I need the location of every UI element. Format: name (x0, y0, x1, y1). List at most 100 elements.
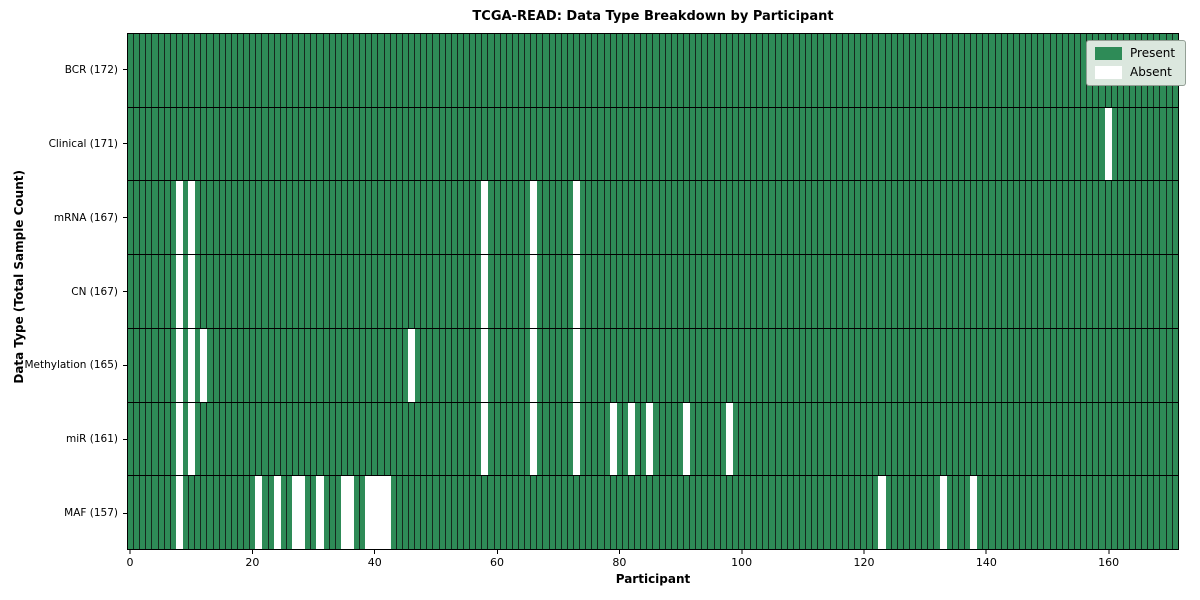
heatmap-cell (360, 181, 367, 255)
heatmap-cell (903, 34, 910, 107)
heatmap-cell (580, 107, 587, 181)
heatmap-cell (738, 476, 746, 550)
heatmap-cell (409, 181, 416, 255)
heatmap-cell (256, 328, 263, 402)
heatmap-cell (757, 402, 764, 476)
heatmap-cell (396, 34, 403, 107)
heatmap-cell (934, 328, 941, 402)
heatmap-cell (317, 34, 324, 107)
heatmap-cell (494, 476, 501, 550)
heatmap-cell (977, 402, 984, 476)
heatmap-cell (366, 107, 373, 181)
heatmap-cell (934, 255, 941, 328)
heatmap-cell (946, 328, 953, 402)
heatmap-cell (500, 328, 507, 402)
heatmap-cell (543, 255, 550, 328)
heatmap-cell (335, 328, 342, 402)
heatmap-cell (946, 476, 953, 550)
heatmap-cell (1129, 328, 1137, 402)
heatmap-cell (580, 255, 587, 328)
heatmap-cell (622, 107, 629, 181)
heatmap-cell (286, 328, 293, 402)
heatmap-cell (519, 181, 526, 255)
heatmap-cell (836, 402, 843, 476)
heatmap-cell (916, 107, 923, 181)
heatmap-cell (702, 476, 709, 550)
heatmap-cell (610, 402, 617, 476)
heatmap-cell (1154, 328, 1161, 402)
heatmap-cell (1007, 181, 1014, 255)
heatmap-cell (610, 107, 617, 181)
heatmap-cell (983, 476, 990, 550)
heatmap-cell (512, 107, 519, 181)
heatmap-cell (537, 328, 544, 402)
heatmap-cell (910, 107, 917, 181)
heatmap-cell (299, 402, 306, 476)
heatmap-cell (561, 402, 568, 476)
heatmap-cell (971, 107, 978, 181)
heatmap-cell (995, 476, 1002, 550)
heatmap-cell (372, 107, 379, 181)
heatmap-cell (525, 402, 532, 476)
heatmap-cell (1074, 181, 1082, 255)
heatmap-cell (1154, 181, 1161, 255)
heatmap-cell (958, 476, 965, 550)
heatmap-cell (824, 181, 831, 255)
heatmap-cell (1007, 34, 1014, 107)
heatmap-cell (134, 328, 141, 402)
heatmap-cell (1123, 328, 1130, 402)
heatmap-cell (231, 107, 238, 181)
heatmap-cell (952, 181, 959, 255)
heatmap-cell (897, 34, 904, 107)
heatmap-cell (1123, 255, 1130, 328)
heatmap-cell (952, 255, 959, 328)
heatmap-cell (1105, 181, 1112, 255)
heatmap-cell (1068, 34, 1075, 107)
heatmap-cell (207, 255, 214, 328)
heatmap-cell (457, 107, 465, 181)
heatmap-cell (445, 328, 452, 402)
heatmap-cell (812, 328, 819, 402)
heatmap-cell (647, 107, 654, 181)
heatmap-cell (195, 255, 202, 328)
heatmap-cell (867, 181, 874, 255)
heatmap-cell (280, 255, 287, 328)
heatmap-cell (1026, 181, 1033, 255)
heatmap-cell (848, 255, 856, 328)
heatmap-cell (910, 255, 917, 328)
heatmap-cell (598, 107, 605, 181)
heatmap-cell (610, 476, 617, 550)
heatmap-cell (451, 107, 458, 181)
heatmap-cell (897, 255, 904, 328)
heatmap-cell (347, 34, 355, 107)
plot-area (127, 33, 1179, 550)
heatmap-cell (616, 476, 623, 550)
heatmap-cell (1007, 107, 1014, 181)
heatmap-cell (182, 181, 190, 255)
heatmap-cell (995, 181, 1002, 255)
heatmap-cell (567, 402, 574, 476)
heatmap-cell (622, 402, 629, 476)
heatmap-cell (1160, 181, 1167, 255)
heatmap-cell (537, 255, 544, 328)
heatmap-cell (189, 402, 196, 476)
heatmap-cell (176, 107, 183, 181)
heatmap-cell (274, 476, 281, 550)
heatmap-cell (683, 402, 691, 476)
heatmap-cell (738, 34, 746, 107)
heatmap-cell (384, 402, 391, 476)
heatmap-cell (653, 34, 660, 107)
heatmap-cell (128, 255, 135, 328)
heatmap-cell (861, 328, 868, 402)
heatmap-cell (903, 181, 910, 255)
heatmap-cell (464, 476, 471, 550)
heatmap-cell (971, 34, 978, 107)
heatmap-cell (653, 181, 660, 255)
heatmap-cell (170, 181, 177, 255)
heatmap-cell (1160, 255, 1167, 328)
heatmap-cell (292, 476, 300, 550)
heatmap-cell (347, 107, 355, 181)
heatmap-cell (604, 476, 611, 550)
heatmap-cell (714, 402, 721, 476)
heatmap-cell (592, 107, 599, 181)
